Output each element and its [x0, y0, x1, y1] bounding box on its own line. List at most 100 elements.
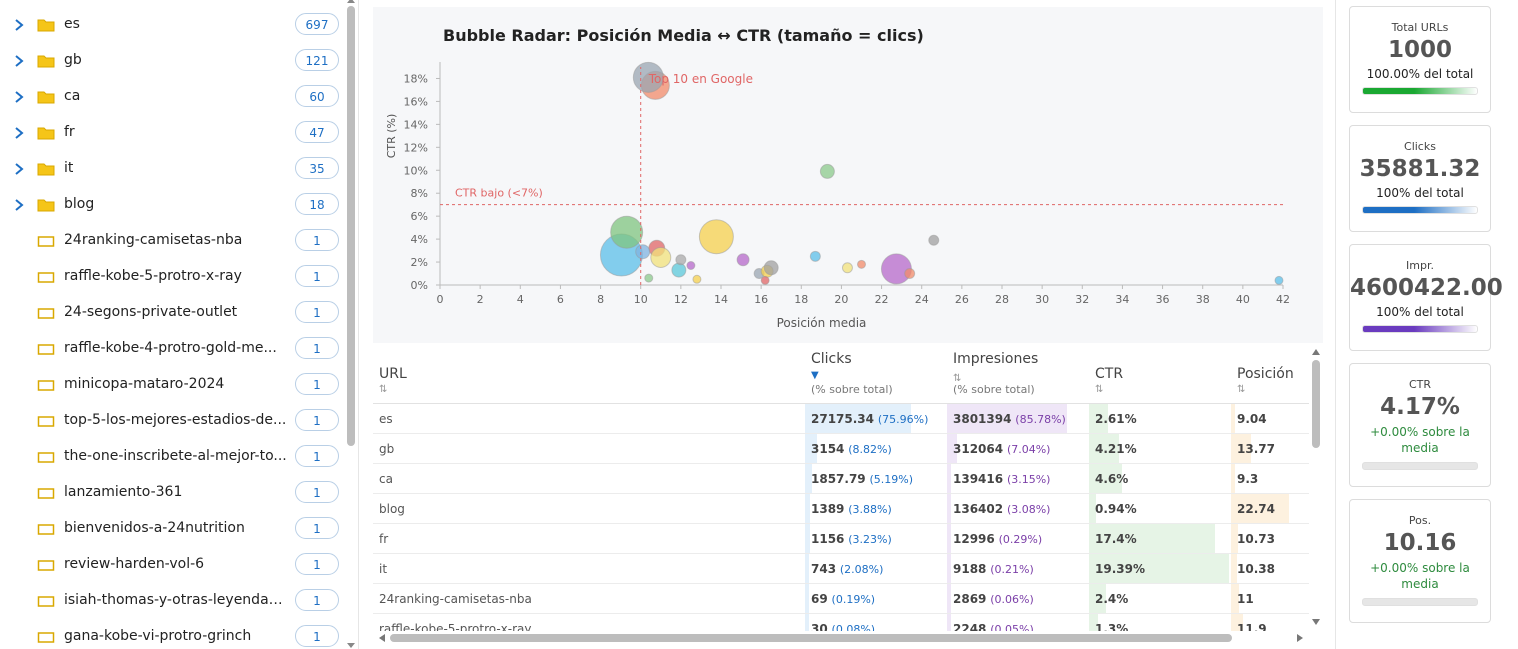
url-text: raffle-kobe-5-protro-x-ray — [379, 622, 532, 631]
table-scroll-up-arrow[interactable] — [1312, 349, 1320, 355]
col-header-pos[interactable]: Posición ⇅ — [1231, 344, 1309, 404]
chevron-right-icon[interactable] — [12, 54, 26, 68]
bubble-point — [857, 259, 866, 269]
tree-item-gb[interactable]: gb 121 — [0, 44, 346, 80]
impr-value: 3801394 — [953, 412, 1012, 426]
tree-item-label: gana-kobe-vi-protro-grinch — [64, 628, 252, 644]
folder-icon — [37, 19, 55, 32]
tree-item-raffle-kobe-5-protro-x-ray[interactable]: raffle-kobe-5-protro-x-ray 1 — [0, 260, 346, 296]
sidebar-scrollbar[interactable] — [347, 6, 355, 446]
tree-item-count: 1 — [295, 445, 339, 467]
tree-item-blog[interactable]: blog 18 — [0, 188, 346, 224]
chevron-right-icon[interactable] — [12, 198, 26, 212]
impr-value: 2869 — [953, 592, 987, 606]
sort-icon[interactable]: ⇅ — [379, 384, 388, 395]
tree-item-label: bienvenidos-a-24nutrition — [64, 520, 245, 536]
cell-ctr: 0.94% — [1089, 494, 1229, 524]
tree-item-bienvenidos-a-24nutrition[interactable]: bienvenidos-a-24nutrition 1 — [0, 512, 346, 548]
chevron-right-icon[interactable] — [12, 126, 26, 140]
bubble-point — [675, 254, 687, 266]
tree-item-label: the-one-inscribete-al-mejor-to... — [64, 448, 287, 464]
table-scroll-left-arrow[interactable] — [379, 634, 385, 642]
ctr-value: 4.21% — [1095, 442, 1137, 456]
tree-item-raffle-kobe-4-protro-gold-me[interactable]: raffle-kobe-4-protro-gold-me... 1 — [0, 332, 346, 368]
col-impr-label: Impresiones — [953, 351, 1039, 367]
sort-desc-icon[interactable]: ▼ — [811, 370, 819, 381]
kpi-bar — [1362, 206, 1478, 214]
col-impr-sub: (% sobre total) — [953, 383, 1035, 396]
col-header-clicks[interactable]: Clicks ▼ (% sobre total) — [805, 344, 945, 404]
table-row[interactable]: gb 3154 (8.82%) 312064 (7.04%) 4.21% 13.77 — [373, 434, 1309, 464]
col-header-url[interactable]: URL ⇅ — [373, 344, 803, 404]
tree-item-24ranking-camisetas-nba[interactable]: 24ranking-camisetas-nba 1 — [0, 224, 346, 260]
tree-item-top-5-los-mejores-estadios-de[interactable]: top-5-los-mejores-estadios-de... 1 — [0, 404, 346, 440]
table-row[interactable]: raffle-kobe-5-protro-x-ray 30 (0.08%) 2248… — [373, 614, 1309, 631]
tree-item-minicopa-mataro-2024[interactable]: minicopa-mataro-2024 1 — [0, 368, 346, 404]
impr-bar — [947, 554, 951, 583]
table-scroll-down-arrow[interactable] — [1312, 619, 1320, 625]
clicks-bar — [805, 584, 809, 613]
x-tick-label: 28 — [995, 293, 1009, 306]
table-row[interactable]: 24ranking-camisetas-nba 69 (0.19%) 2869 (0… — [373, 584, 1309, 614]
tree-item-lanzamiento-361[interactable]: lanzamiento-361 1 — [0, 476, 346, 512]
clicks-value: 3154 — [811, 442, 845, 456]
impr-value: 136402 — [953, 502, 1004, 516]
clicks-pct: (0.19%) — [831, 593, 876, 606]
cell-clicks: 1389 (3.88%) — [805, 494, 945, 524]
tree-item-fr[interactable]: fr 47 — [0, 116, 346, 152]
tree-item-it[interactable]: it 35 — [0, 152, 346, 188]
col-header-ctr[interactable]: CTR ⇅ — [1089, 344, 1229, 404]
tree-item-es[interactable]: es 697 — [0, 8, 346, 44]
reference-label-top10: Top 10 en Google — [648, 72, 753, 86]
tree-item-count: 18 — [295, 193, 339, 215]
pos-bar — [1231, 614, 1243, 631]
tree-item-isiah-thomas-y-otras-leyendas[interactable]: isiah-thomas-y-otras-leyendas... 1 — [0, 584, 346, 620]
cell-pos: 10.38 — [1231, 554, 1309, 584]
impr-value: 12996 — [953, 532, 995, 546]
table-row[interactable]: ca 1857.79 (5.19%) 139416 (3.15%) 4.6% 9.3 — [373, 464, 1309, 494]
table-row[interactable]: es 27175.34 (75.96%) 3801394 (85.78%) 2.61%… — [373, 404, 1309, 434]
tree-item-24-segons-private-outlet[interactable]: 24-segons-private-outlet 1 — [0, 296, 346, 332]
cell-url: ca — [379, 464, 799, 494]
tree-item-review-harden-vol-6[interactable]: review-harden-vol-6 1 — [0, 548, 346, 584]
sidebar-scroll-down-arrow[interactable] — [347, 643, 355, 648]
table-row[interactable]: fr 1156 (3.23%) 12996 (0.29%) 17.4% 10.73 — [373, 524, 1309, 554]
bubble-chart-panel: Bubble Radar: Posición Media ↔ CTR (tama… — [373, 7, 1323, 343]
bubble-point — [650, 246, 672, 268]
table-horizontal-scrollbar[interactable] — [390, 634, 1232, 642]
sidebar-tree: es 697 gb 121 ca 60 fr 47 it 35 blog 18 24ranking-ca… — [0, 0, 359, 649]
tree-item-label: review-harden-vol-6 — [64, 556, 205, 572]
table-row[interactable]: it 743 (2.08%) 9188 (0.21%) 19.39% 10.38 — [373, 554, 1309, 584]
bubble-point — [819, 163, 835, 179]
sort-icon[interactable]: ⇅ — [1237, 384, 1246, 395]
bubble-point — [1274, 275, 1284, 285]
ctr-value: 0.94% — [1095, 502, 1137, 516]
sort-icon[interactable]: ⇅ — [1095, 384, 1104, 395]
kpi-bar — [1362, 325, 1478, 333]
x-tick-label: 0 — [437, 293, 444, 306]
reference-label-low-ctr: CTR bajo (<7%) — [455, 187, 543, 200]
tree-item-count: 47 — [295, 121, 339, 143]
kpi-label: Total URLs — [1391, 21, 1449, 34]
table-row[interactable]: blog 1389 (3.88%) 136402 (3.08%) 0.94% 22.74 — [373, 494, 1309, 524]
sort-icon[interactable]: ⇅ — [953, 373, 962, 384]
table-vertical-scrollbar[interactable] — [1312, 360, 1320, 448]
cell-ctr: 4.21% — [1089, 434, 1229, 464]
tree-item-count: 1 — [295, 625, 339, 647]
url-text: fr — [379, 532, 389, 546]
col-header-impr[interactable]: Impresiones ⇅ (% sobre total) — [947, 344, 1087, 404]
sidebar-scroll-up-arrow[interactable] — [347, 0, 355, 3]
kpi-card-impr: Impr. 4600422.00 100% del total — [1349, 244, 1503, 351]
data-table: URL ⇅ Clicks ▼ (% sobre total) Impresion… — [373, 344, 1309, 631]
bubble-point — [692, 274, 702, 284]
tree-item-the-one-inscribete-al-mejor-to[interactable]: the-one-inscribete-al-mejor-to... 1 — [0, 440, 346, 476]
impr-value: 139416 — [953, 472, 1004, 486]
tree-item-gana-kobe-vi-protro-grinch[interactable]: gana-kobe-vi-protro-grinch 1 — [0, 620, 346, 649]
ctr-bar — [1089, 554, 1229, 583]
tree-item-ca[interactable]: ca 60 — [0, 80, 346, 116]
chevron-right-icon[interactable] — [12, 18, 26, 32]
table-scroll-right-arrow[interactable] — [1297, 634, 1303, 642]
chevron-right-icon[interactable] — [12, 162, 26, 176]
chevron-right-icon[interactable] — [12, 90, 26, 104]
tree-item-label: it — [64, 160, 74, 176]
